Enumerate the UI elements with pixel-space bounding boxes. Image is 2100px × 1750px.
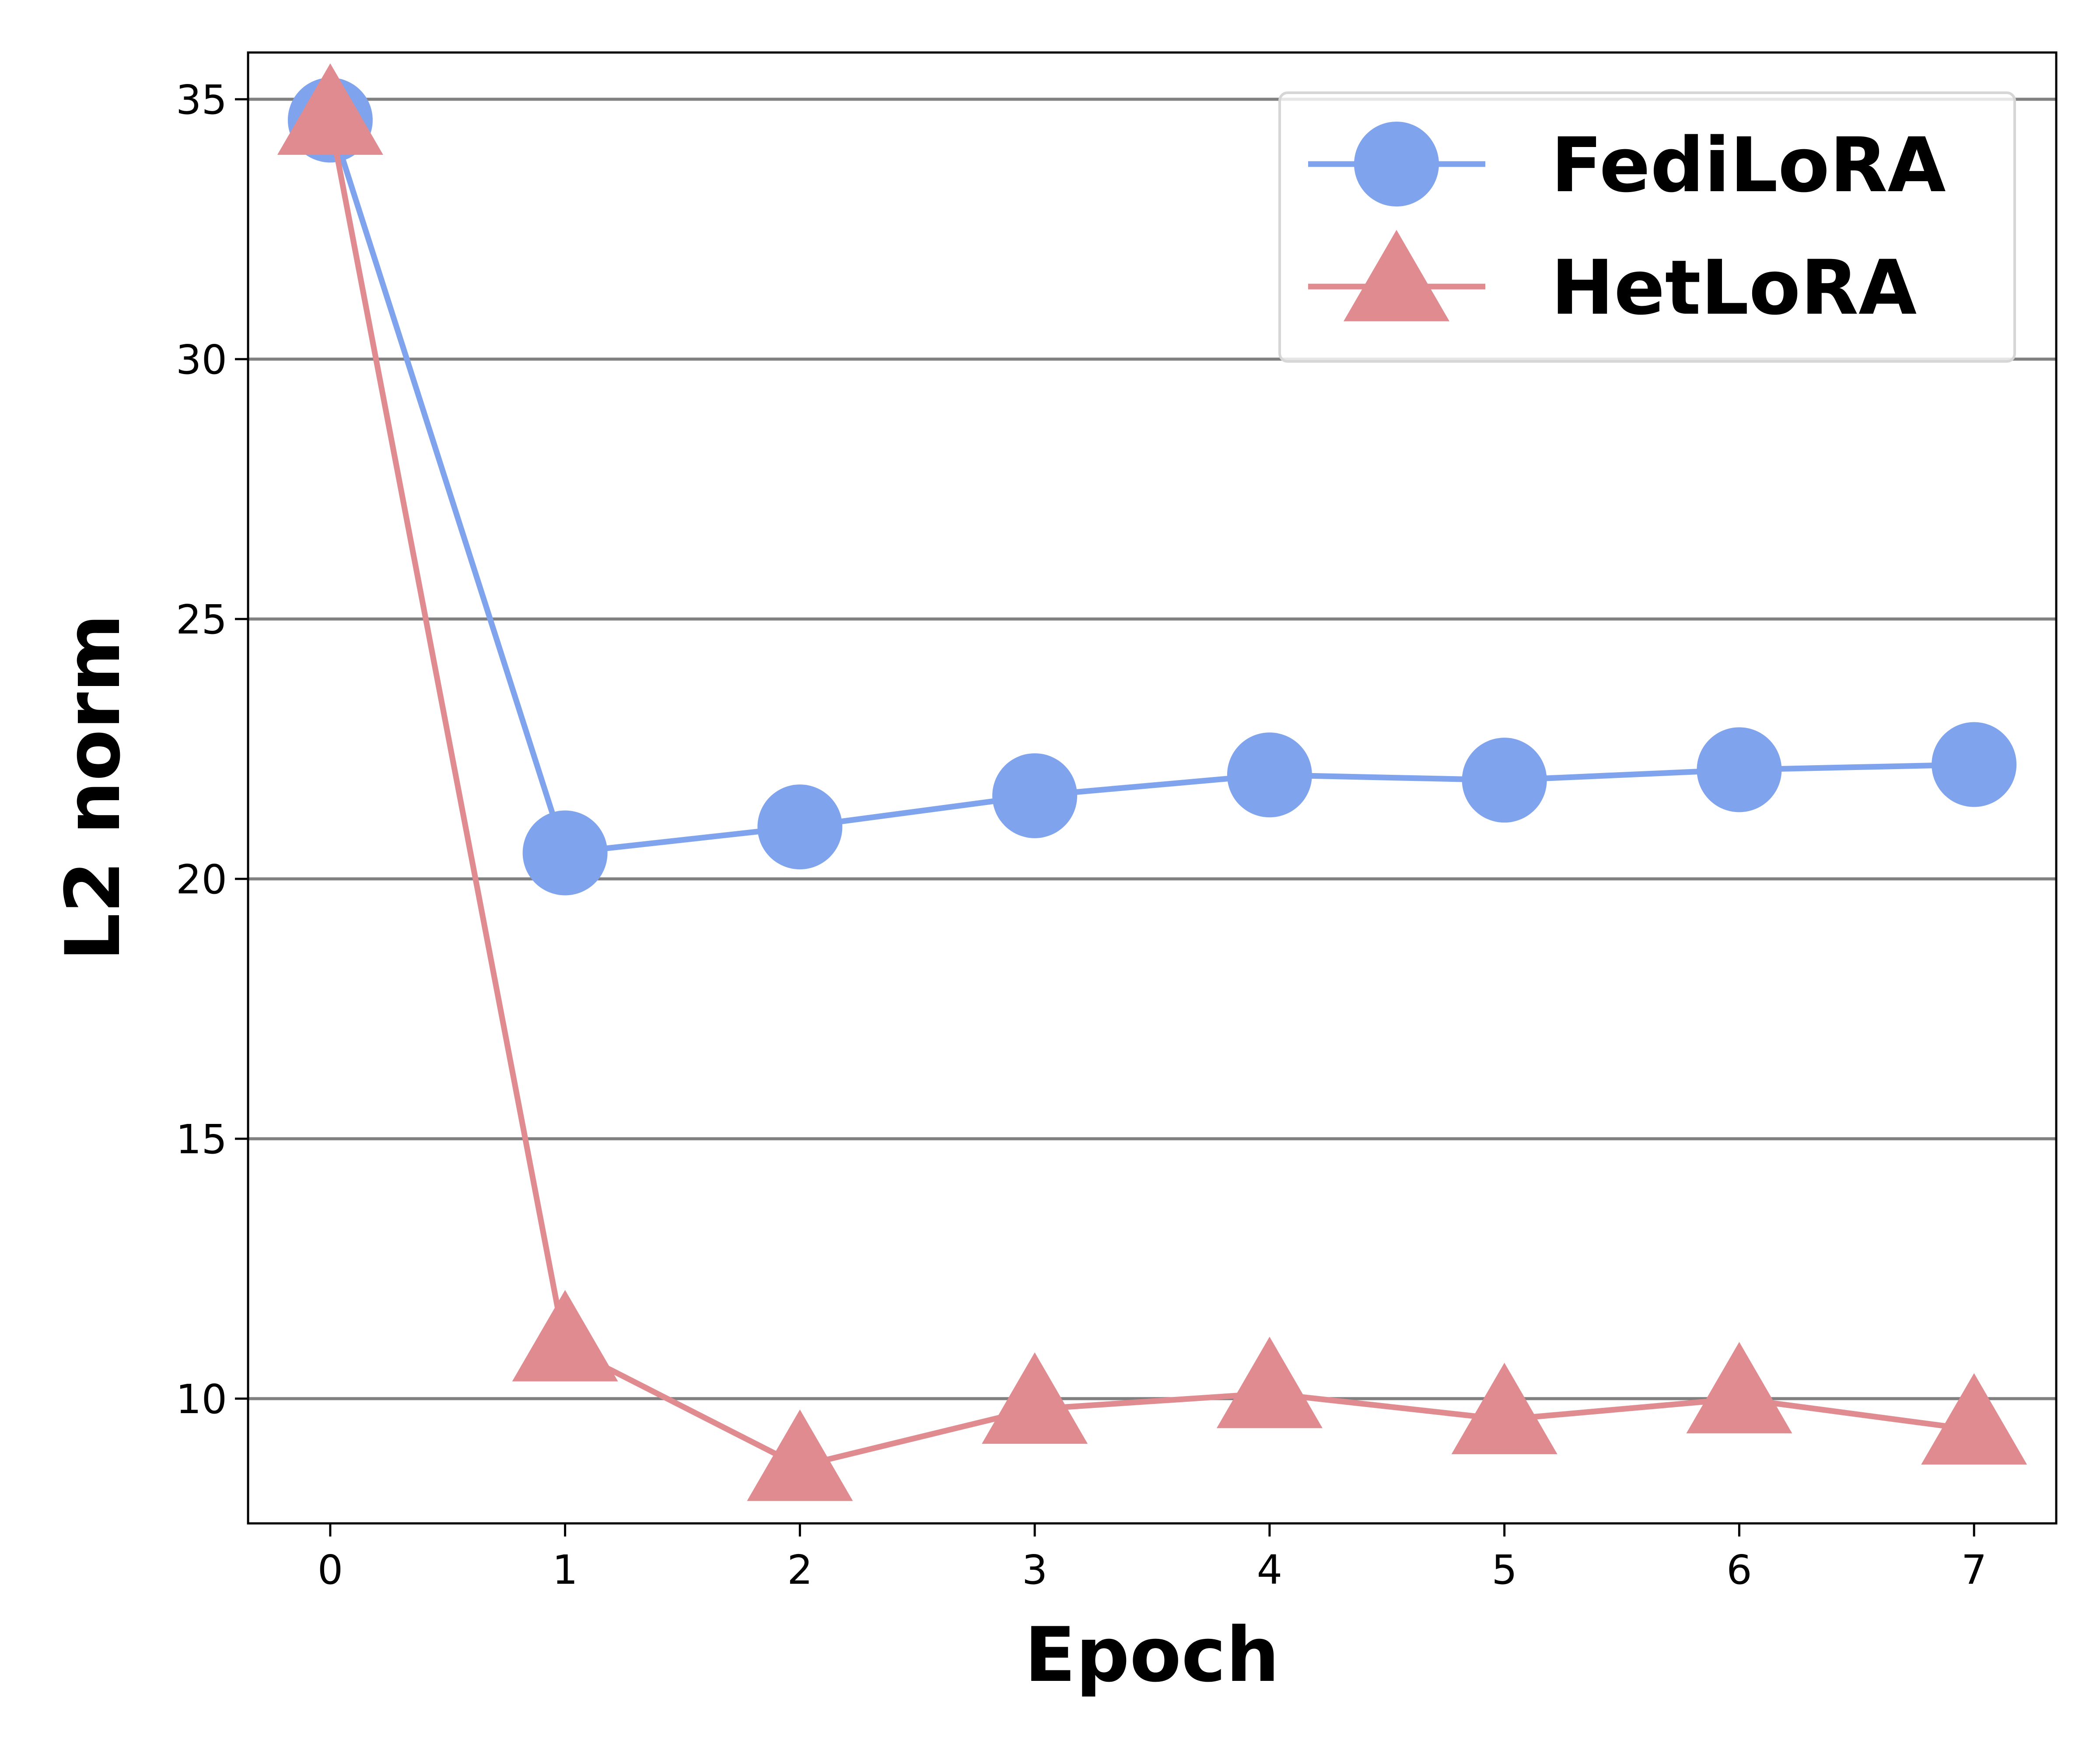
x-tick-label-6: 6 (1726, 1547, 1752, 1593)
legend-fedilora-marker (1354, 122, 1439, 206)
y-tick-label-20: 20 (176, 856, 227, 903)
x-tick-label-0: 0 (318, 1547, 343, 1593)
y-tick-label-10: 10 (176, 1376, 227, 1423)
x-tick-label-4: 4 (1257, 1547, 1283, 1593)
x-tick-label-1: 1 (552, 1547, 578, 1593)
x-tick-label-3: 3 (1022, 1547, 1048, 1593)
hetlora-point-7 (1921, 1373, 2027, 1465)
fedilora-point-6 (1697, 727, 1782, 812)
fedilora-point-2 (757, 784, 843, 870)
fedilora-point-1 (522, 810, 608, 896)
x-tick-label-5: 5 (1491, 1547, 1517, 1593)
fedilora-point-3 (992, 753, 1078, 838)
fedilora-point-7 (1932, 722, 2017, 807)
hetlora-point-2 (747, 1409, 853, 1501)
y-axis-ticks: 10 15 20 25 30 35 (176, 77, 248, 1423)
y-axis-title: L2 norm (49, 614, 137, 961)
y-tick-label-30: 30 (176, 336, 227, 383)
hetlora-point-0 (277, 63, 383, 155)
x-tick-label-2: 2 (787, 1547, 813, 1593)
x-axis-title: Epoch (1024, 1611, 1279, 1699)
plot-frame (247, 51, 2058, 1525)
y-tick-label-15: 15 (176, 1116, 227, 1163)
hetlora-point-3 (982, 1352, 1088, 1444)
hetlora-point-1 (512, 1290, 618, 1382)
y-tick-label-25: 25 (176, 596, 227, 643)
legend-entries: FediLoRA HetLoRA (1308, 121, 1946, 332)
legend-hetlora-label: HetLoRA (1551, 244, 1917, 332)
x-axis-ticks: 0 1 2 3 4 5 6 7 (318, 1523, 1987, 1593)
y-tick-label-35: 35 (176, 77, 227, 123)
x-tick-label-7: 7 (1961, 1547, 1987, 1593)
hetlora-point-6 (1686, 1342, 1792, 1434)
legend-box (1278, 91, 2016, 363)
series-layer (277, 63, 2027, 1501)
hetlora-point-5 (1451, 1362, 1558, 1454)
fedilora-point-4 (1227, 732, 1312, 818)
hetlora-point-4 (1216, 1337, 1323, 1428)
legend: FediLoRA HetLoRA (1278, 91, 2016, 363)
legend-fedilora-label: FediLoRA (1551, 121, 1946, 209)
fedilora-point-5 (1462, 738, 1547, 823)
legend-hetlora-marker (1344, 230, 1449, 322)
